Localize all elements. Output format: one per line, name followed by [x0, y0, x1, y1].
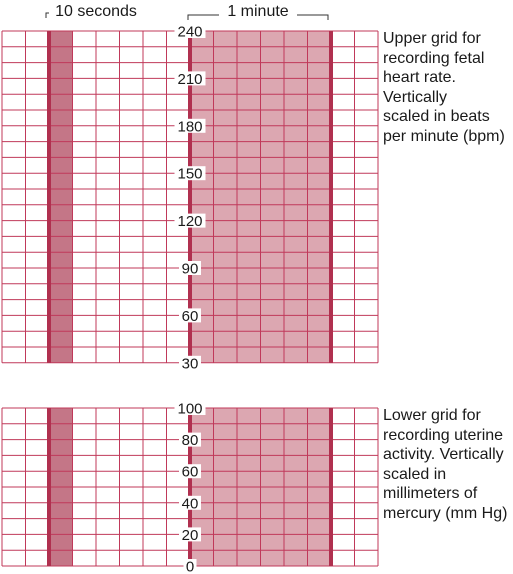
scale-label-background	[174, 24, 206, 38]
scale-label-background	[179, 308, 201, 323]
ten-second-band	[49, 31, 73, 363]
lower-caption-line: mercury (mm Hg)	[383, 504, 508, 522]
scale-label: 100	[177, 401, 202, 418]
scale-label: 20	[182, 527, 199, 544]
upper-caption-line: scaled in beats	[383, 108, 490, 126]
scale-label: 150	[177, 166, 202, 183]
scale-label: 120	[177, 213, 202, 230]
upper-caption-line: Upper grid for	[383, 30, 481, 47]
scale-label-background	[174, 118, 206, 133]
upper-caption-line: recording fetal	[383, 49, 485, 67]
scale-label-background	[179, 464, 201, 479]
scale-label-background	[179, 355, 201, 370]
ten-seconds-bracket: 10 seconds	[45, 3, 141, 21]
ten-seconds-label: 10 seconds	[55, 3, 137, 20]
scale-label: 240	[177, 24, 202, 41]
scale-label-background	[179, 495, 201, 510]
lower-grid-caption: Lower grid for recording uterine activit…	[383, 406, 513, 524]
scale-label: 210	[177, 71, 202, 88]
scale-label-background	[179, 527, 201, 542]
lower-grid-uterine-activity: 100 80 60 40 20 0	[1, 401, 379, 574]
scale-label-background	[174, 213, 206, 228]
lower-caption-line: scaled in	[383, 465, 447, 483]
lower-caption-line: millimeters of	[383, 485, 478, 503]
scale-label-background	[174, 71, 206, 86]
scale-label-background	[179, 261, 201, 275]
scale-label-background	[183, 559, 197, 573]
scale-label-background	[174, 166, 206, 181]
scale-label-background	[174, 401, 206, 415]
scale-label: 40	[182, 495, 199, 512]
scale-label: 60	[182, 464, 199, 481]
lower-caption-line: recording uterine	[383, 426, 504, 444]
upper-grid-fetal-heart-rate: 240 210 180 150 120 90 60 30	[1, 24, 379, 372]
upper-grid-caption: Upper grid for recording fetal heart rat…	[383, 29, 513, 147]
lower-caption-line: activity. Vertically	[383, 446, 504, 464]
one-minute-bracket: 1 minute	[187, 2, 329, 20]
scale-label: 80	[182, 432, 199, 449]
scale-label: 60	[182, 308, 199, 325]
upper-caption-line: Vertically	[383, 88, 448, 106]
scale-label: 0	[186, 559, 194, 574]
scale-label: 30	[182, 355, 199, 372]
scale-label: 90	[182, 261, 199, 278]
scale-label: 180	[177, 118, 202, 135]
lower-caption-line: Lower grid for	[383, 407, 481, 424]
upper-caption-line: per minute (bpm)	[383, 127, 505, 145]
scale-label-background	[179, 432, 201, 447]
one-minute-label: 1 minute	[227, 3, 288, 20]
upper-caption-line: heart rate.	[383, 69, 456, 87]
